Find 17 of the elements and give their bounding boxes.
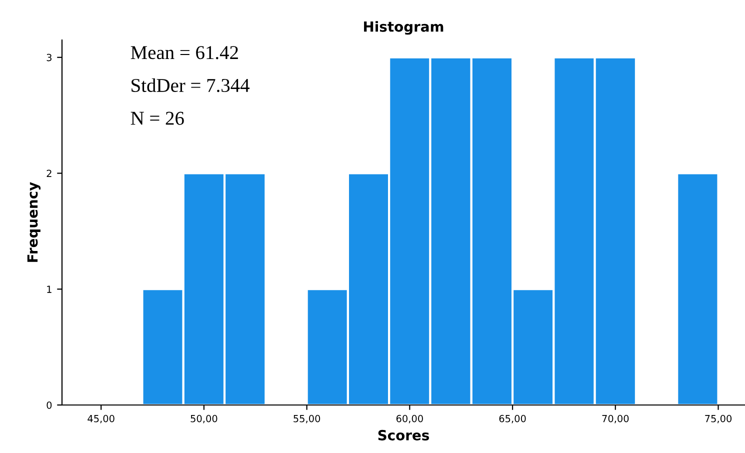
y-axis-title: Frequency: [27, 182, 41, 262]
x-tick-label: 75,00: [705, 414, 732, 424]
x-tick-label: 45,00: [88, 414, 114, 424]
x-axis-title: Scores: [378, 430, 429, 440]
x-tick-label: 70,00: [602, 414, 629, 424]
chart-title: Histogram: [364, 21, 444, 35]
annotation: N = 26: [130, 112, 184, 125]
y-tick-label: 1: [47, 286, 52, 293]
x-tick-label: 65,00: [499, 414, 526, 424]
x-tick-label: 50,00: [190, 414, 218, 424]
annotation: StdDer = 7.344: [132, 78, 250, 92]
y-tick-label: 0: [46, 401, 52, 409]
annotation: Mean = 61.42: [130, 46, 238, 60]
x-tick-label: 55,00: [294, 414, 320, 424]
y-tick-label: 2: [46, 170, 52, 177]
x-tick-label: 60,00: [396, 414, 423, 424]
y-tick-label: 3: [46, 54, 52, 62]
